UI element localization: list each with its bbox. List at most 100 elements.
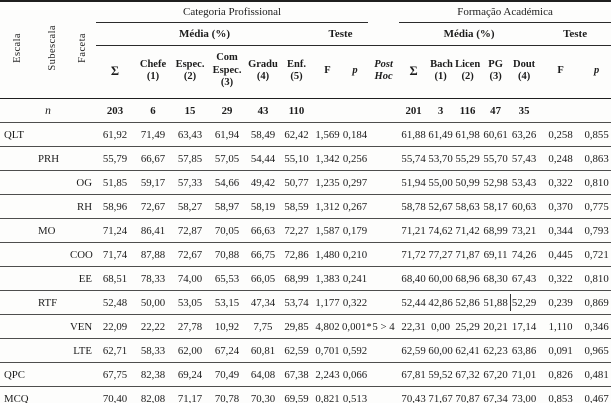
row-label-empty (36, 266, 70, 291)
cell-prh-14: 0,248 (539, 146, 583, 171)
table-row-mcq: MCQ 70,40 82,08 71,17 70,78 70,30 69,59 0,821 0,… (0, 386, 611, 403)
cell-qlt-2: 63,43 (172, 122, 208, 147)
cell-og-13: 53,43 (509, 170, 540, 195)
cell-ee-3: 65,53 (208, 266, 246, 291)
table-row-lte: LTE 62,71 58,33 62,00 67,24 60,81 62,59 0,701 0,… (0, 338, 611, 363)
faceta-column-header: Faceta (70, 1, 96, 99)
row-label-og: OG (70, 170, 96, 195)
cell-ee-11: 68,96 (453, 266, 483, 291)
cell-qlt-9: 61,88 (399, 122, 429, 147)
row-label-empty (0, 146, 36, 171)
cell-mcq-9: 70,43 (399, 386, 429, 403)
row-label-empty (36, 338, 70, 363)
cell-lte-7: 0,592 (342, 338, 369, 363)
cell-lte-1: 58,33 (134, 338, 172, 363)
cell-qlt-13: 63,26 (509, 122, 540, 147)
cell-prh-9: 55,74 (399, 146, 429, 171)
cell-rtf-0: 52,48 (96, 290, 134, 315)
row-label-empty (0, 266, 36, 291)
cell-mcq-0: 70,40 (96, 386, 134, 403)
cell-lte-8 (368, 338, 400, 363)
table-row-ven: VEN 22,09 22,22 27,78 10,92 7,75 29,85 4,802 0,0… (0, 314, 611, 339)
cell-mo-2: 72,87 (172, 218, 208, 243)
cell-mcq-10: 71,67 (428, 386, 454, 403)
cell-coo-14: 0,445 (539, 242, 583, 267)
cell-ven-13: 17,14 (509, 314, 540, 339)
cell-mo-7: 0,179 (342, 218, 369, 243)
cell-prh-2: 57,85 (172, 146, 208, 171)
row-label-rtf: RTF (36, 290, 70, 315)
cell-ee-12: 68,30 (482, 266, 510, 291)
cell-coo-11: 71,87 (453, 242, 483, 267)
cell-ven-12: 20,21 (482, 314, 510, 339)
col-licen: Licen (2) (453, 45, 483, 99)
cell-qlt-15: 0,855 (582, 122, 611, 147)
cell-prh-6: 1,342 (313, 146, 342, 171)
cell-n-2: 15 (172, 98, 208, 123)
cell-qpc-3: 70,49 (208, 362, 246, 387)
cell-mo-13: 73,21 (509, 218, 540, 243)
cell-rtf-13: 52,29 (509, 290, 540, 315)
cell-lte-10: 60,00 (428, 338, 454, 363)
cell-n-8 (368, 98, 400, 123)
cell-prh-11: 55,29 (453, 146, 483, 171)
cell-lte-3: 67,24 (208, 338, 246, 363)
cell-rtf-2: 53,05 (172, 290, 208, 315)
col-enf: Enf. (5) (280, 45, 313, 99)
cell-rh-2: 58,27 (172, 194, 208, 219)
cell-mo-14: 0,344 (539, 218, 583, 243)
cell-rh-1: 72,67 (134, 194, 172, 219)
cell-mo-8 (368, 218, 400, 243)
cell-mo-0: 71,24 (96, 218, 134, 243)
row-label-empty (36, 314, 70, 339)
cell-ven-15: 0,346 (582, 314, 611, 339)
cell-og-3: 54,66 (208, 170, 246, 195)
cell-coo-5: 72,86 (280, 242, 313, 267)
cell-og-2: 57,33 (172, 170, 208, 195)
col-pg: PG (3) (482, 45, 510, 99)
cell-rtf-1: 50,00 (134, 290, 172, 315)
row-label-empty (36, 194, 70, 219)
table-header: Escala Subescala Faceta Categoria Profis… (0, 1, 611, 99)
cell-prh-5: 55,10 (280, 146, 313, 171)
row-label-empty (0, 170, 36, 195)
col-sigma-formacao: Σ (399, 45, 429, 99)
cell-ee-7: 0,241 (342, 266, 369, 291)
cell-coo-2: 72,67 (172, 242, 208, 267)
col-dout: Dout (4) (509, 45, 540, 99)
row-label-qpc: QPC (0, 362, 36, 387)
cell-qpc-4: 64,08 (246, 362, 280, 387)
col-espec: Espec. (2) (172, 45, 208, 99)
cell-n-13: 35 (509, 98, 540, 123)
row-label-empty (70, 290, 96, 315)
cell-ven-5: 29,85 (280, 314, 313, 339)
cell-ee-0: 68,51 (96, 266, 134, 291)
cell-rtf-11: 52,86 (453, 290, 483, 315)
cell-coo-12: 69,11 (482, 242, 510, 267)
escala-label: Escala (11, 32, 23, 63)
cell-lte-13: 63,86 (509, 338, 540, 363)
cell-ven-1: 22,22 (134, 314, 172, 339)
cell-n-1: 6 (134, 98, 172, 123)
cell-ee-9: 68,40 (399, 266, 429, 291)
row-label-empty (70, 362, 96, 387)
cell-qlt-3: 61,94 (208, 122, 246, 147)
cell-og-12: 52,98 (482, 170, 510, 195)
row-label-ee: EE (70, 266, 96, 291)
cell-og-11: 50,99 (453, 170, 483, 195)
cell-qlt-10: 61,49 (428, 122, 454, 147)
cell-ven-7: 0,001* (342, 314, 372, 339)
row-label-qlt: QLT (0, 122, 36, 147)
row-label-empty (0, 338, 36, 363)
cell-qpc-14: 0,826 (539, 362, 583, 387)
cell-rh-13: 60,63 (509, 194, 540, 219)
cell-prh-10: 53,70 (428, 146, 454, 171)
cell-ee-13: 67,43 (509, 266, 540, 291)
group-media-categoria: Média (%) (96, 22, 313, 46)
cell-prh-1: 66,67 (134, 146, 172, 171)
cell-og-0: 51,85 (96, 170, 134, 195)
cell-lte-0: 62,71 (96, 338, 134, 363)
cell-mcq-5: 69,59 (280, 386, 313, 403)
